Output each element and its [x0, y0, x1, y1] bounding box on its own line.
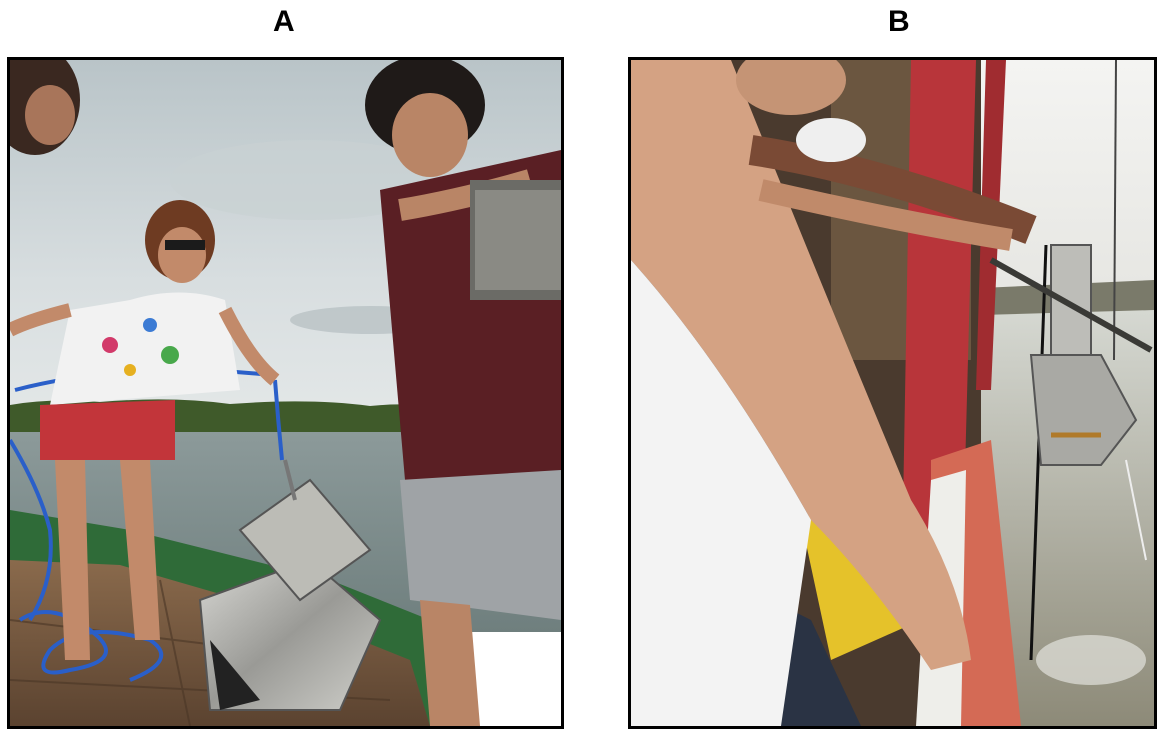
photo-a-illustration [10, 60, 561, 726]
person-woman [10, 200, 280, 660]
grab-sampler [198, 459, 382, 711]
panel-label-a: A [273, 5, 295, 38]
arm-foreground [631, 60, 971, 670]
photo-b-sampler-lowered-overboard [628, 57, 1157, 729]
photo-b-illustration [631, 60, 1154, 726]
panel-label-b: B [888, 5, 910, 38]
grab-sampler [1029, 244, 1147, 661]
person-man [365, 60, 561, 726]
photo-a-sediment-grab-deployment [7, 57, 564, 729]
